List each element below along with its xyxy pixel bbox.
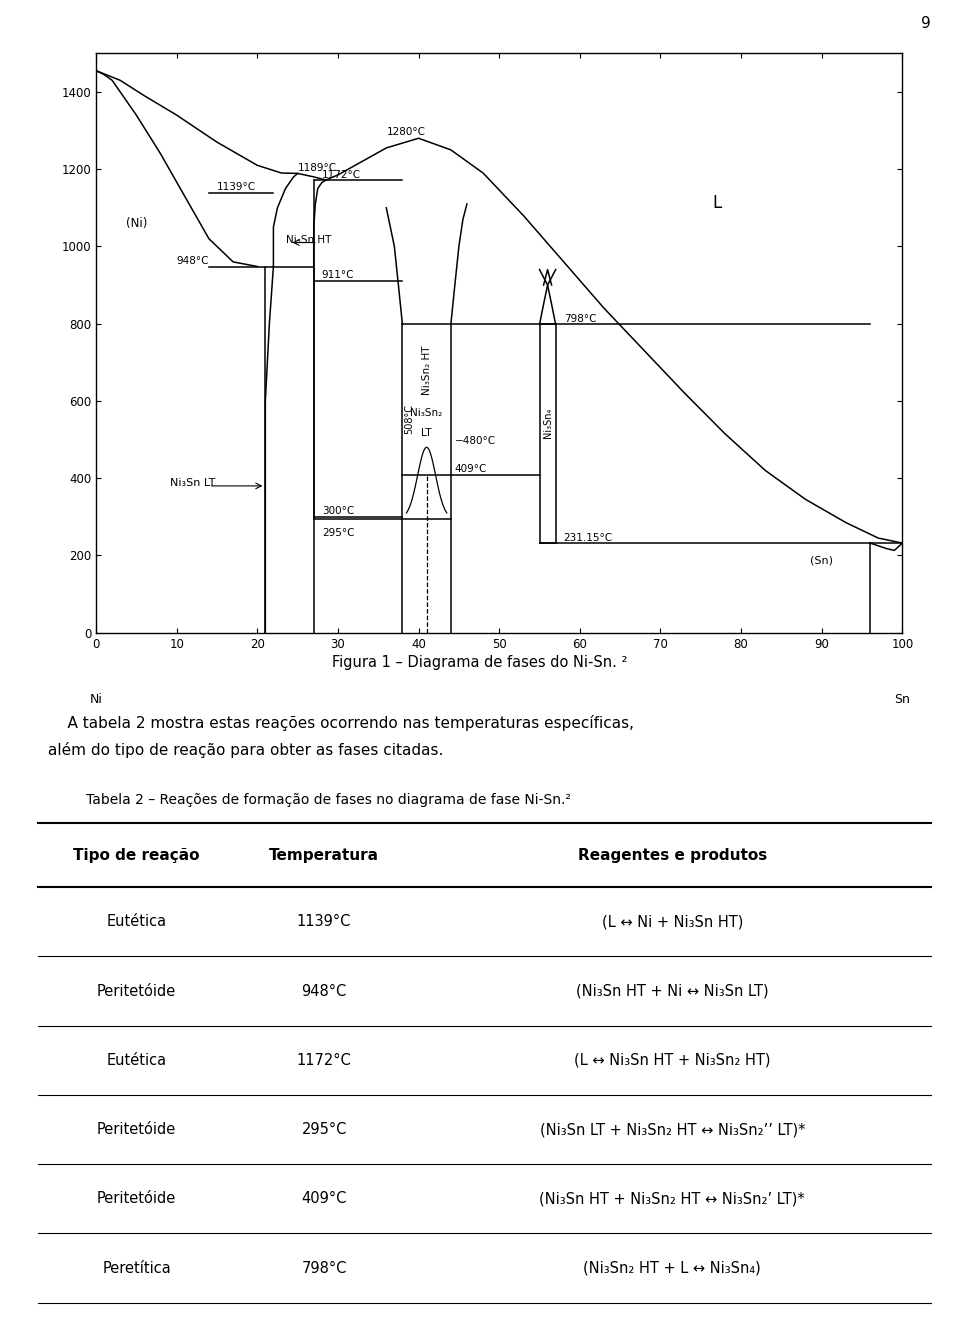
Text: além do tipo de reação para obter as fases citadas.: além do tipo de reação para obter as fas…: [48, 742, 444, 758]
Text: 798°C: 798°C: [564, 314, 596, 324]
Text: A tabela 2 mostra estas reações ocorrendo nas temperaturas específicas,: A tabela 2 mostra estas reações ocorrend…: [48, 715, 634, 731]
Text: Ni₃Sn LT: Ni₃Sn LT: [170, 478, 215, 488]
Text: Ni₃Sn HT: Ni₃Sn HT: [285, 234, 331, 245]
Text: (L ↔ Ni + Ni₃Sn HT): (L ↔ Ni + Ni₃Sn HT): [602, 914, 743, 930]
Text: Figura 1 – Diagrama de fases do Ni-Sn. ²: Figura 1 – Diagrama de fases do Ni-Sn. ²: [332, 655, 628, 670]
Text: Eutética: Eutética: [107, 1052, 167, 1068]
Text: LT: LT: [421, 428, 432, 438]
Text: 1139°C: 1139°C: [297, 914, 351, 930]
Text: Reagentes e produtos: Reagentes e produtos: [578, 847, 767, 863]
Text: (Ni₃Sn HT + Ni₃Sn₂ HT ↔ Ni₃Sn₂’ LT)*: (Ni₃Sn HT + Ni₃Sn₂ HT ↔ Ni₃Sn₂’ LT)*: [540, 1191, 805, 1207]
Text: Ni₃Sn₂: Ni₃Sn₂: [411, 409, 443, 418]
Text: 9: 9: [922, 16, 931, 31]
Text: (L ↔ Ni₃Sn HT + Ni₃Sn₂ HT): (L ↔ Ni₃Sn HT + Ni₃Sn₂ HT): [574, 1052, 771, 1068]
Text: 911°C: 911°C: [322, 270, 354, 281]
Text: Ni: Ni: [89, 693, 103, 706]
Text: Temperatura: Temperatura: [269, 847, 379, 863]
Text: 295°C: 295°C: [301, 1122, 347, 1138]
Text: Sn: Sn: [895, 693, 910, 706]
Text: 1280°C: 1280°C: [387, 127, 426, 137]
Text: 1172°C: 1172°C: [297, 1052, 351, 1068]
Text: (Ni₃Sn LT + Ni₃Sn₂ HT ↔ Ni₃Sn₂’’ LT)*: (Ni₃Sn LT + Ni₃Sn₂ HT ↔ Ni₃Sn₂’’ LT)*: [540, 1122, 805, 1138]
Text: 1172°C: 1172°C: [322, 169, 361, 180]
Text: 300°C: 300°C: [322, 506, 354, 515]
Text: Peretítica: Peretítica: [102, 1260, 171, 1276]
Text: 508°C: 508°C: [404, 404, 415, 434]
Text: Ni₃Sn₂ HT: Ni₃Sn₂ HT: [421, 346, 432, 396]
Text: 1189°C: 1189°C: [298, 163, 337, 173]
Text: 231.15°C: 231.15°C: [564, 533, 612, 542]
Text: L: L: [712, 193, 722, 212]
Text: −480°C: −480°C: [455, 436, 496, 446]
Text: 1139°C: 1139°C: [217, 182, 256, 192]
Text: Tipo de reação: Tipo de reação: [73, 847, 200, 863]
Text: 948°C: 948°C: [177, 256, 209, 266]
Text: (Ni): (Ni): [126, 217, 147, 230]
Text: 798°C: 798°C: [301, 1260, 347, 1276]
Text: 409°C: 409°C: [301, 1191, 347, 1207]
Text: Peritetóide: Peritetóide: [97, 1122, 177, 1138]
Text: Eutética: Eutética: [107, 914, 167, 930]
Text: Ni₃Sn₄: Ni₃Sn₄: [542, 408, 553, 438]
Text: 409°C: 409°C: [455, 465, 488, 474]
Text: Peritetóide: Peritetóide: [97, 983, 177, 999]
Text: Tabela 2 – Reações de formação de fases no diagrama de fase Ni-Sn.²: Tabela 2 – Reações de formação de fases …: [86, 793, 571, 807]
Text: Peritetóide: Peritetóide: [97, 1191, 177, 1207]
Text: 295°C: 295°C: [322, 527, 354, 538]
Text: (Ni₃Sn HT + Ni ↔ Ni₃Sn LT): (Ni₃Sn HT + Ni ↔ Ni₃Sn LT): [576, 983, 769, 999]
Text: (Sn): (Sn): [810, 555, 833, 565]
Text: (Ni₃Sn₂ HT + L ↔ Ni₃Sn₄): (Ni₃Sn₂ HT + L ↔ Ni₃Sn₄): [584, 1260, 761, 1276]
Text: 948°C: 948°C: [301, 983, 347, 999]
